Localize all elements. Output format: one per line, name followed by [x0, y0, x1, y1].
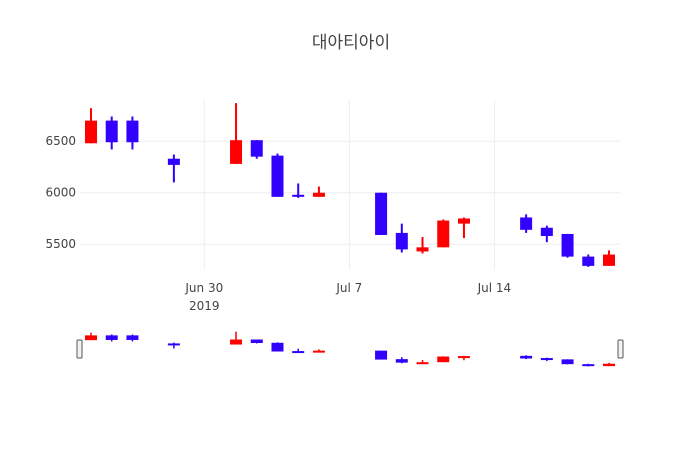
- candle-body: [105, 120, 118, 143]
- slider-candle-body: [126, 335, 139, 340]
- slider-candle-body: [271, 342, 284, 352]
- candle: [437, 219, 450, 248]
- candles[interactable]: [85, 103, 615, 267]
- candle-body: [230, 140, 243, 164]
- candle-body: [582, 256, 595, 266]
- x-tick-label: Jun 30: [184, 281, 223, 295]
- slider-candle-body: [582, 364, 595, 367]
- candle-body: [603, 254, 615, 266]
- range-slider-background: [80, 327, 620, 371]
- slider-candle-body: [416, 362, 429, 365]
- candle: [167, 154, 180, 183]
- candle: [85, 108, 97, 144]
- slider-candle-body: [250, 339, 263, 343]
- candle: [561, 233, 574, 258]
- candle: [292, 183, 305, 198]
- candle-body: [85, 120, 97, 144]
- slider-candle-body: [167, 343, 180, 346]
- candle: [312, 186, 325, 197]
- candle-body: [561, 233, 574, 257]
- range-slider[interactable]: [76, 327, 624, 371]
- range-slider-left-handle: [76, 339, 83, 359]
- slider-candle-body: [561, 359, 574, 365]
- candle-body: [250, 140, 263, 157]
- candle: [250, 140, 263, 159]
- slider-candle-body: [230, 339, 243, 345]
- slider-candle-body: [375, 350, 388, 360]
- slider-candle-body: [520, 355, 533, 359]
- candle-body: [375, 192, 388, 235]
- candle: [105, 116, 118, 150]
- candle-body: [395, 232, 408, 250]
- candle-body: [520, 217, 533, 230]
- candle: [603, 250, 615, 266]
- y-tick-label: 6500: [45, 134, 76, 148]
- candle-body: [457, 218, 470, 224]
- slider-candle-body: [105, 335, 118, 340]
- x-tick-label: Jul 7: [335, 281, 362, 295]
- candle: [540, 225, 553, 243]
- slider-candle-body: [85, 335, 97, 341]
- candle: [582, 254, 595, 267]
- grid-lines: [80, 100, 620, 270]
- candle-body: [416, 247, 429, 252]
- candle-body: [126, 120, 139, 143]
- slider-candle-body: [540, 358, 553, 361]
- candle-body: [437, 220, 450, 248]
- slider-candle-body: [437, 356, 450, 363]
- candle-body: [312, 192, 325, 197]
- x-axis: Jun 30 2019 Jul 7 Jul 14: [184, 281, 511, 313]
- y-tick-label: 5500: [45, 237, 76, 251]
- chart-title: 대아티아이: [312, 33, 390, 53]
- candle: [520, 214, 533, 233]
- slider-candle-body: [457, 356, 470, 359]
- y-tick-label: 6000: [45, 186, 76, 200]
- candle-body: [292, 194, 305, 197]
- candle-body: [167, 158, 180, 165]
- y-axis: 5500 6000 6500: [45, 134, 76, 251]
- range-slider-right-handle: [617, 339, 624, 359]
- candle-body: [271, 155, 284, 197]
- candle: [457, 217, 470, 239]
- candle: [230, 103, 243, 164]
- candle: [375, 192, 388, 235]
- slider-candle-body: [603, 363, 615, 367]
- candle: [271, 153, 284, 197]
- candle-body: [540, 227, 553, 236]
- candle: [126, 116, 139, 150]
- slider-candle-body: [395, 359, 408, 363]
- slider-candle-body: [292, 351, 305, 354]
- x-tick-sublabel: 2019: [189, 299, 220, 313]
- x-tick-label: Jul 14: [477, 281, 512, 295]
- candle: [395, 223, 408, 253]
- candle: [416, 237, 429, 254]
- slider-candle-body: [312, 350, 325, 353]
